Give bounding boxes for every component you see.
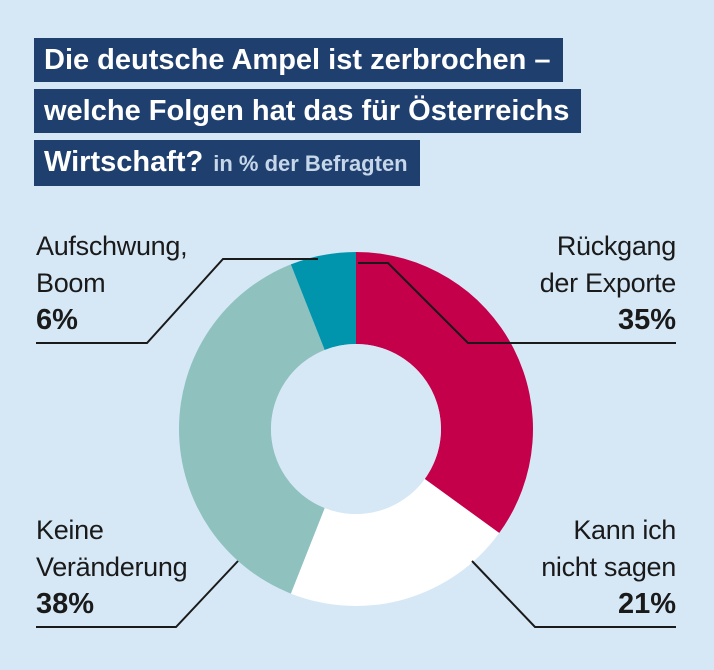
slice-kann-ich xyxy=(290,478,500,606)
value-keine: 38% xyxy=(36,588,95,620)
label-aufschwung-line1: Aufschwung, xyxy=(36,231,188,261)
label-rueckgang-line1: Rückgang xyxy=(556,231,676,261)
value-aufschwung: 6% xyxy=(36,304,78,336)
value-rueckgang: 35% xyxy=(617,304,676,336)
donut-hole xyxy=(271,344,441,514)
label-kann-ich-line1: Kann ich xyxy=(573,515,676,545)
title-line-3: Wirtschaft? in % der Befragten xyxy=(34,140,420,186)
label-keine-line2: Veränderung xyxy=(36,552,188,582)
slice-aufschwung xyxy=(290,252,356,350)
label-keine-line1: Keine xyxy=(36,515,104,545)
chart-title: Die deutsche Ampel ist zerbrochen – welc… xyxy=(34,38,582,193)
leader-line-kann-ich xyxy=(471,560,676,628)
label-keine: Keine Veränderung 38% xyxy=(36,512,188,623)
label-aufschwung: Aufschwung, Boom 6% xyxy=(36,228,188,339)
leader-line-aufschwung xyxy=(36,258,318,344)
title-line-3-text: Wirtschaft? xyxy=(44,146,204,178)
chart-subtitle: in % der Befragten xyxy=(213,151,408,176)
value-kann-ich: 21% xyxy=(617,588,676,620)
label-rueckgang: Rückgang der Exporte 35% xyxy=(539,228,677,339)
slice-rueckgang xyxy=(356,252,534,534)
slice-keine xyxy=(179,264,325,594)
leader-line-keine xyxy=(36,560,239,628)
label-aufschwung-line2: Boom xyxy=(36,268,106,298)
label-kann-ich: Kann ich nicht sagen 21% xyxy=(541,512,676,623)
label-rueckgang-line2: der Exporte xyxy=(539,268,677,298)
title-line-2: welche Folgen hat das für Österreichs xyxy=(34,89,582,133)
leader-line-rueckgang xyxy=(358,262,676,344)
donut-slices xyxy=(179,252,534,606)
title-line-1: Die deutsche Ampel ist zerbrochen – xyxy=(34,38,563,82)
label-kann-ich-line2: nicht sagen xyxy=(541,552,676,582)
leader-lines xyxy=(36,258,676,628)
